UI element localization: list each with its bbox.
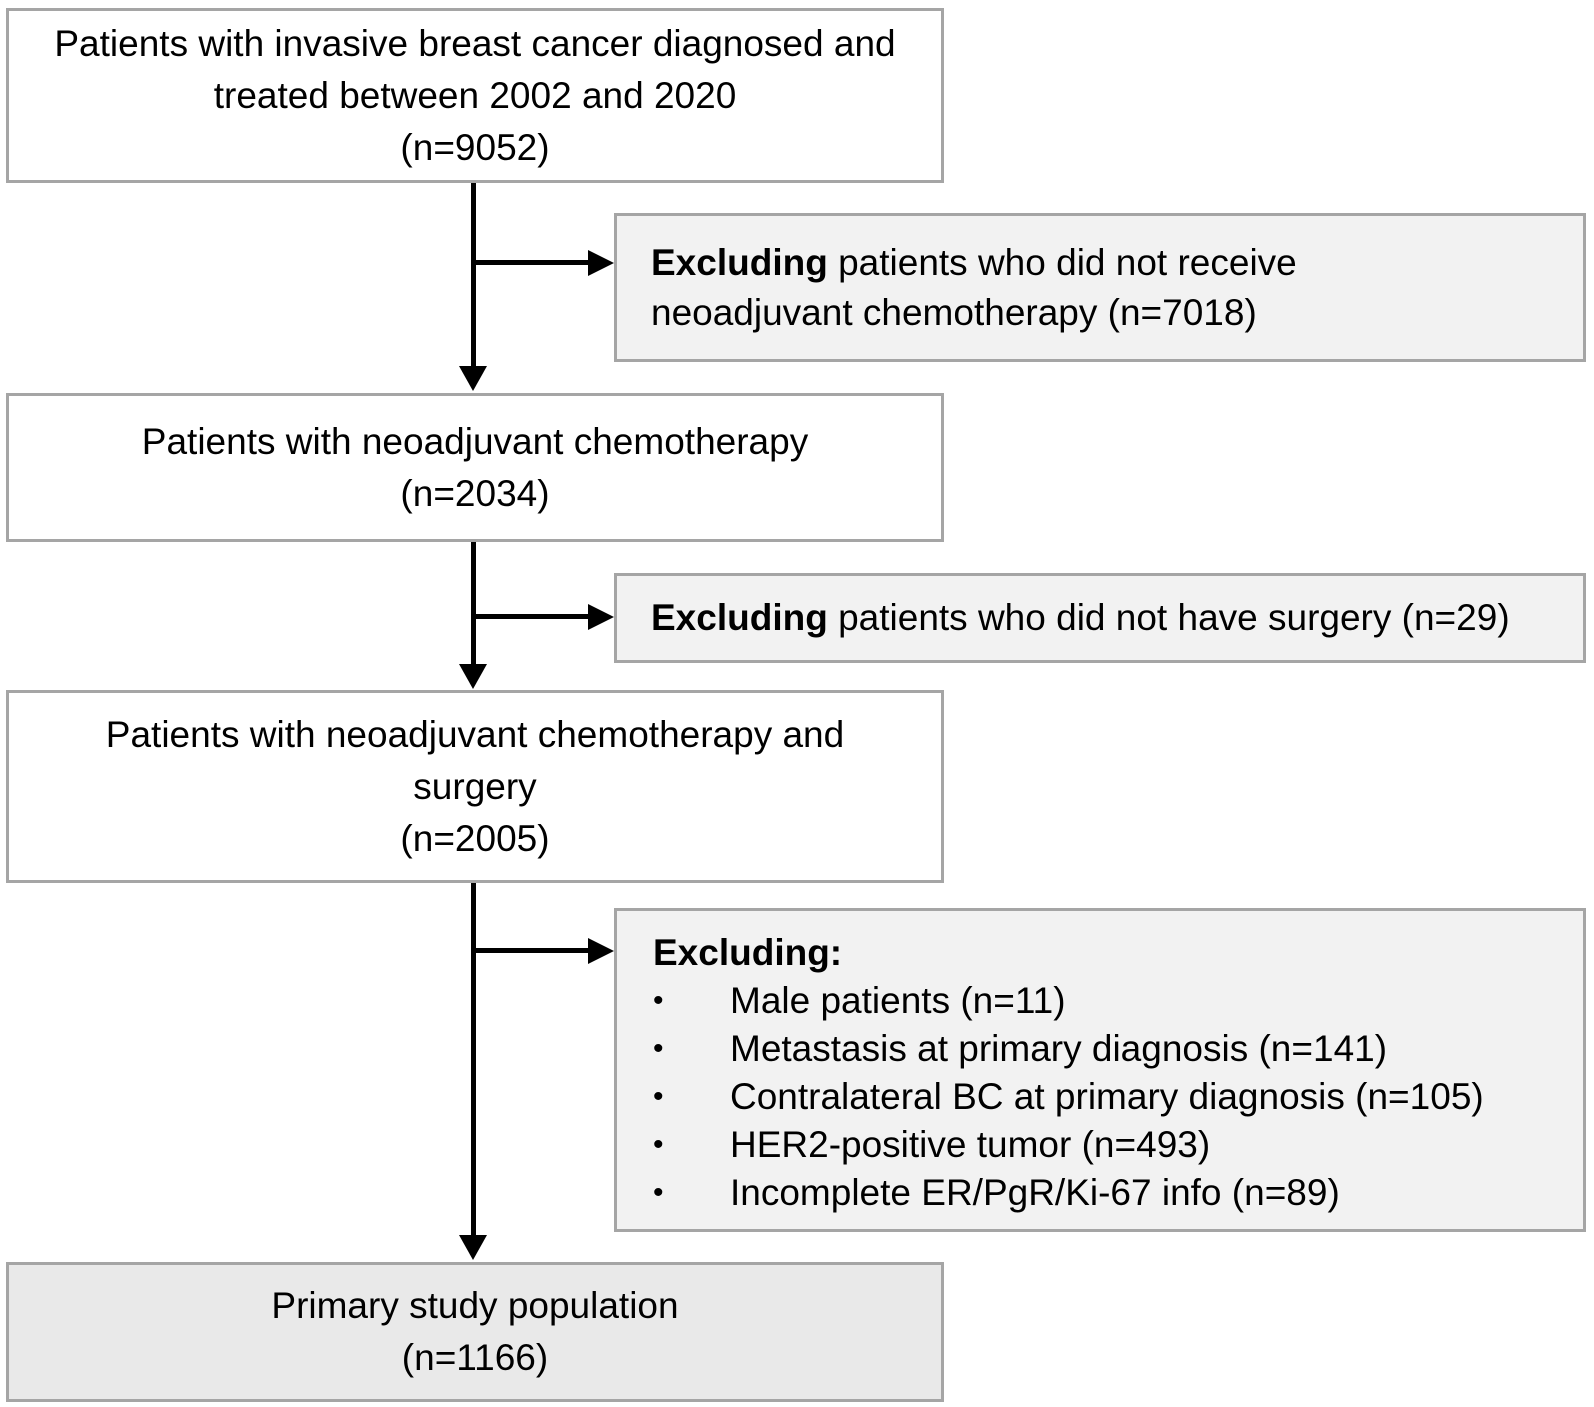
arrow-right-icon bbox=[588, 250, 614, 276]
arrow-right-icon bbox=[588, 604, 614, 630]
exclusion-2-lead: Excluding bbox=[651, 597, 828, 638]
bullet-icon: • bbox=[653, 984, 664, 1017]
exclusion-item-contralateral-bc: Contralateral BC at primary diagnosis (n… bbox=[730, 1076, 1484, 1117]
exclusion-1-rest: patients who did not receive neoadjuvant… bbox=[651, 241, 1297, 333]
flow-box-nact-title: Patients with neoadjuvant chemotherapy bbox=[141, 420, 809, 462]
flow-box-population-n: (n=9052) bbox=[400, 126, 550, 168]
exclusion-item-male-patients: Male patients (n=11) bbox=[730, 980, 1066, 1021]
bullet-icon: • bbox=[653, 1176, 664, 1209]
arrow-down-icon bbox=[459, 664, 487, 689]
flow-box-primary-study-population: Primary study population (n=1166) bbox=[6, 1262, 944, 1402]
list-item: • Male patients (n=11) bbox=[617, 977, 1583, 1025]
exclusion-item-her2-positive: HER2-positive tumor (n=493) bbox=[730, 1124, 1211, 1165]
branch-line-3 bbox=[473, 948, 588, 953]
list-item: • HER2-positive tumor (n=493) bbox=[617, 1121, 1583, 1169]
flow-box-final-n: (n=1166) bbox=[401, 1337, 549, 1378]
flow-box-nact-n: (n=2034) bbox=[400, 472, 550, 514]
flow-box-neoadjuvant-chemotherapy-surgery: Patients with neoadjuvant chemotherapy a… bbox=[6, 690, 944, 883]
arrow-down-icon bbox=[459, 366, 487, 391]
flow-box-final-title: Primary study population bbox=[271, 1285, 679, 1326]
flow-box-nact-surgery-n: (n=2005) bbox=[400, 817, 550, 859]
exclusion-1-text: Excluding patients who did not receive n… bbox=[617, 238, 1461, 338]
list-item: • Incomplete ER/PgR/Ki-67 info (n=89) bbox=[617, 1169, 1583, 1217]
exclusion-box-criteria-list: Excluding: • Male patients (n=11) • Meta… bbox=[614, 908, 1586, 1232]
list-item: • Contralateral BC at primary diagnosis … bbox=[617, 1073, 1583, 1121]
flow-box-neoadjuvant-chemotherapy: Patients with neoadjuvant chemotherapy (… bbox=[6, 393, 944, 542]
exclusion-item-incomplete-info: Incomplete ER/PgR/Ki-67 info (n=89) bbox=[730, 1172, 1340, 1213]
exclusion-2-rest: patients who did not have surgery (n=29) bbox=[827, 597, 1510, 638]
exclusion-3-lead: Excluding: bbox=[653, 932, 843, 973]
flow-box-population-title: Patients with invasive breast cancer dia… bbox=[54, 22, 896, 116]
exclusion-box-no-surgery: Excluding patients who did not have surg… bbox=[614, 573, 1586, 663]
branch-line-2 bbox=[473, 614, 588, 619]
arrow-down-icon bbox=[459, 1235, 487, 1260]
bullet-icon: • bbox=[653, 1032, 664, 1065]
flow-box-nact-surgery-title: Patients with neoadjuvant chemotherapy a… bbox=[105, 713, 845, 807]
exclusion-item-metastasis: Metastasis at primary diagnosis (n=141) bbox=[730, 1028, 1388, 1069]
exclusion-box-no-neoadjuvant-chemotherapy: Excluding patients who did not receive n… bbox=[614, 213, 1586, 362]
bullet-icon: • bbox=[653, 1128, 664, 1161]
exclusion-1-lead: Excluding bbox=[651, 241, 828, 283]
list-item: • Metastasis at primary diagnosis (n=141… bbox=[617, 1025, 1583, 1073]
connector-line-1 bbox=[471, 183, 476, 368]
connector-line-3 bbox=[471, 883, 476, 1235]
exclusion-2-text: Excluding patients who did not have surg… bbox=[617, 593, 1583, 643]
bullet-icon: • bbox=[653, 1080, 664, 1113]
branch-line-1 bbox=[473, 260, 588, 265]
arrow-right-icon bbox=[588, 938, 614, 964]
connector-line-2 bbox=[471, 542, 476, 667]
flow-box-population: Patients with invasive breast cancer dia… bbox=[6, 8, 944, 183]
